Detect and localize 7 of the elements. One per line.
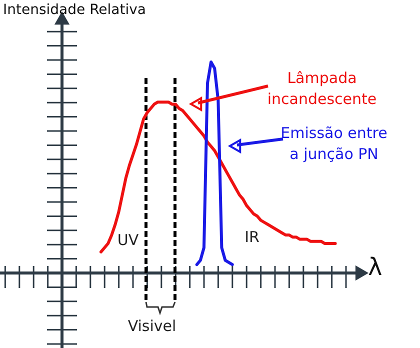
- annotation: UV: [117, 231, 140, 249]
- text: Visivel: [128, 317, 176, 335]
- x-axis-title: λ: [368, 253, 382, 281]
- annotation: IR: [244, 228, 260, 246]
- text: Lâmpada incandescente: [267, 69, 377, 108]
- y-axis-title: Intensidade Relativa: [3, 2, 146, 18]
- legend-label: Emissão entre a junção PN: [280, 124, 388, 163]
